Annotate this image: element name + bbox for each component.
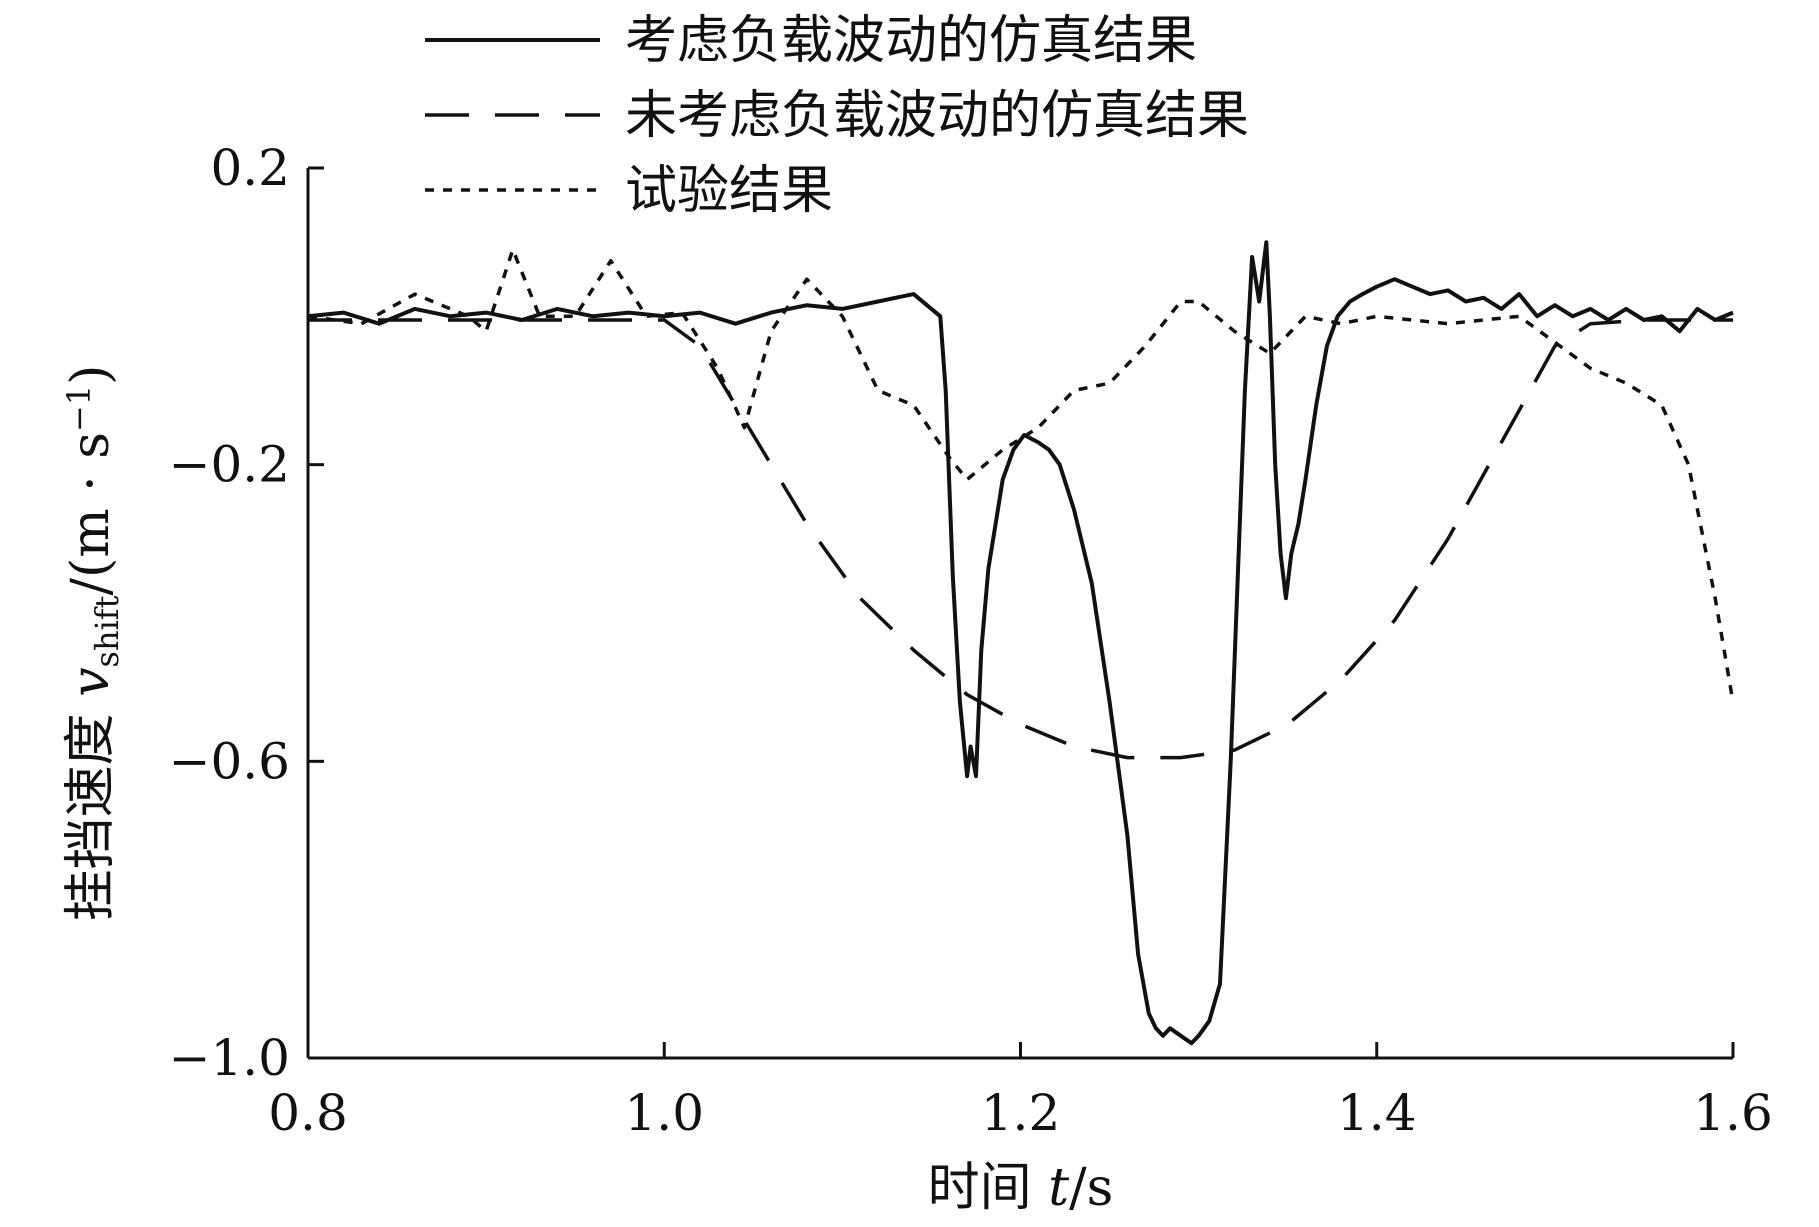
legend-label-3: 试验结果 bbox=[625, 161, 833, 221]
axes bbox=[306, 168, 1733, 1060]
y-axis-title-var: v bbox=[61, 667, 121, 696]
series-line-1 bbox=[307, 240, 1734, 1046]
x-axis-title-unit: /s bbox=[1069, 1158, 1113, 1218]
x-axis-title-var: t bbox=[1048, 1158, 1069, 1218]
x-tick-label: 0.8 bbox=[268, 1084, 348, 1142]
y-axis-title-prefix: 挂挡速度 bbox=[61, 697, 121, 922]
series-layer bbox=[307, 240, 1735, 1046]
x-tick-label: 1.6 bbox=[1693, 1084, 1773, 1142]
y-tick-label: 0.2 bbox=[210, 139, 290, 197]
series-line-3 bbox=[307, 247, 1735, 703]
y-tick-label: −0.2 bbox=[169, 436, 290, 494]
y-axis-title-close: ) bbox=[61, 365, 121, 385]
y-axis-title-sub: shift bbox=[88, 595, 126, 667]
y-tick-label: −1.0 bbox=[169, 1029, 290, 1087]
x-tick-label: 1.0 bbox=[624, 1084, 704, 1142]
y-tick-label: −0.6 bbox=[169, 732, 290, 790]
series-line-2 bbox=[308, 318, 1733, 760]
y-axis-title-unit: /(m · s bbox=[61, 432, 121, 595]
y-ticks: 0.2 −0.2 −0.6 −1.0 bbox=[169, 139, 324, 1087]
y-axis-title: 挂挡速度 vshift/(m · s−1) bbox=[60, 365, 126, 922]
x-axis-title-prefix: 时间 bbox=[928, 1158, 1049, 1218]
legend-label-1: 考虑负载波动的仿真结果 bbox=[625, 11, 1197, 71]
x-tick-label: 1.2 bbox=[981, 1084, 1061, 1142]
x-axis-title: 时间 t/s bbox=[928, 1158, 1114, 1218]
y-axis-title-sup: −1 bbox=[60, 385, 98, 432]
legend-label-2: 未考虑负载波动的仿真结果 bbox=[625, 86, 1249, 146]
x-tick-label: 1.4 bbox=[1337, 1084, 1417, 1142]
x-ticks: 0.8 1.0 1.2 1.4 1.6 bbox=[268, 1042, 1773, 1142]
